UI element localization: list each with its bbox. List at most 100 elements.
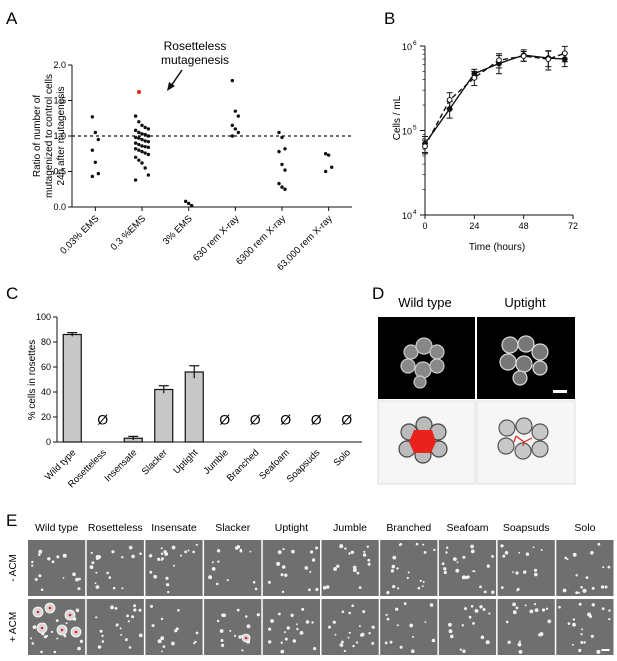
a-data-point — [143, 139, 147, 143]
e-cell-dot — [564, 556, 567, 560]
e-cell-dot — [431, 638, 436, 643]
e-cell-dot — [371, 625, 375, 629]
c-xtick-label: Uptight — [171, 447, 200, 476]
e-cell-dot — [94, 582, 97, 585]
e-cell-dot — [157, 639, 162, 644]
e-cell-dot — [30, 637, 33, 640]
e-cell-dot — [34, 578, 38, 581]
e-cell-dot — [184, 550, 188, 554]
e-cell-dot — [215, 582, 219, 586]
e-cell-dot — [151, 624, 155, 628]
e-cell-dot — [433, 548, 436, 552]
e-cell-dot — [309, 570, 312, 573]
a-data-point — [137, 148, 141, 152]
e-cell-dot — [608, 618, 611, 621]
b-ytick-label: 10 — [402, 127, 412, 137]
e-cell-dot — [175, 627, 179, 631]
e-cell-dot — [590, 634, 594, 638]
e-strain-title: Soapsuds — [503, 522, 550, 534]
e-cell-dot — [351, 604, 355, 607]
e-cell-dot — [284, 573, 288, 577]
a-data-point — [137, 158, 141, 162]
e-micrograph-tile — [262, 540, 320, 596]
e-cell-dot — [500, 544, 504, 548]
e-cell-dot — [453, 557, 457, 561]
e-cell-dot — [417, 586, 421, 590]
e-cell-dot — [270, 619, 274, 623]
d-title-wild-type: Wild type — [398, 295, 451, 310]
e-cell-dot — [286, 626, 290, 630]
e-strain-title: Slacker — [215, 522, 251, 534]
e-micrograph-tile — [262, 599, 320, 655]
e-cell-dot — [409, 623, 414, 628]
a-data-point — [230, 123, 235, 128]
panel-label-d: D — [372, 284, 384, 303]
d-ecm-red-uptight — [513, 435, 533, 447]
e-cell-dot — [461, 575, 466, 580]
e-cell-dot — [343, 649, 346, 653]
e-cell-dot — [161, 650, 163, 653]
a-ylabel-line3: 24h after mutagenesis — [56, 87, 67, 186]
e-cell-dot — [355, 641, 359, 644]
e-cell-dot — [233, 634, 237, 638]
e-cell-dot — [246, 624, 251, 629]
e-cell-dot — [572, 618, 576, 621]
e-cell-dot — [164, 552, 169, 556]
a-data-point — [283, 187, 287, 191]
e-cell-dot — [171, 641, 175, 646]
e-cell-dot — [254, 587, 258, 591]
e-cell-dot — [126, 614, 129, 618]
e-cell-dot — [534, 572, 538, 577]
e-cell-dot — [160, 617, 164, 621]
e-cell-dot — [590, 551, 594, 555]
annotation-arrow-line — [170, 69, 183, 87]
e-cell-dot — [226, 579, 229, 582]
e-cell-dot — [299, 631, 304, 635]
e-cell-dot — [582, 588, 587, 593]
e-cell-dot — [485, 640, 490, 645]
a-data-point — [133, 178, 138, 182]
e-cell-dot — [97, 645, 102, 649]
a-xtick-label: 630 rem X-ray — [191, 213, 242, 264]
e-micrograph-tile — [28, 540, 86, 596]
a-data-point — [277, 130, 281, 135]
e-cell-dot — [371, 641, 375, 645]
e-cell-dot — [211, 561, 214, 564]
e-strain-title: Wild type — [35, 522, 78, 534]
e-cell-dot — [305, 620, 310, 624]
e-cell-dot — [363, 550, 366, 553]
e-cell-dot — [148, 554, 153, 558]
e-cell-dot — [267, 580, 271, 584]
e-cell-dot — [486, 564, 490, 568]
e-cell-dot — [56, 637, 59, 640]
e-cell-dot — [280, 641, 283, 644]
b-ytick-exponent: 4 — [413, 209, 417, 216]
a-data-point — [93, 160, 98, 164]
a-data-point — [146, 134, 151, 138]
e-cell-dot — [502, 554, 506, 558]
b-data-point — [422, 143, 428, 150]
e-cell-dot — [575, 574, 578, 577]
a-data-point — [133, 114, 138, 118]
e-cell-dot — [108, 576, 112, 579]
a-ytick-label: 0.5 — [53, 167, 66, 177]
a-data-point — [230, 134, 235, 138]
e-cell-dot — [311, 621, 314, 624]
e-cell-dot — [473, 570, 476, 573]
e-micrograph-tile — [497, 599, 555, 655]
e-cell-dot — [95, 571, 98, 574]
e-cell-dot — [336, 564, 340, 568]
e-cell-dot — [139, 552, 142, 555]
e-cell-dot — [512, 610, 517, 615]
e-cell-dot — [328, 625, 331, 629]
e-cell-dot — [72, 572, 76, 576]
a-xtick-label: 0.3 %EMS — [109, 213, 149, 253]
panel-label-b: B — [384, 9, 395, 28]
e-cell-dot — [111, 550, 115, 554]
e-strain-title: Jumble — [333, 522, 367, 534]
a-data-point — [143, 144, 147, 149]
e-cell-dot — [406, 576, 409, 580]
e-cell-dot — [580, 633, 583, 636]
e-cell-dot — [448, 629, 453, 634]
e-row-label-minus-acm: - ACM — [8, 554, 19, 582]
